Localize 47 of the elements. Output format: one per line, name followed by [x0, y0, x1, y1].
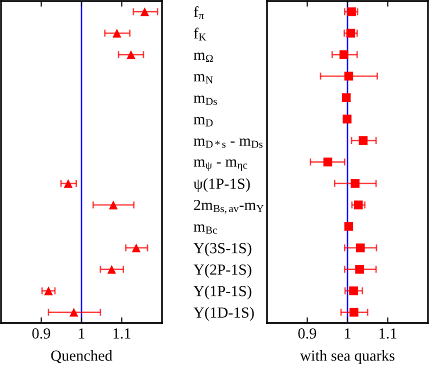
- y-tick-label: m$_{Ds}$: [194, 96, 217, 105]
- y-tick-label: m$_{ψ}$ - m$_{ηc}$: [194, 159, 248, 171]
- point: [356, 243, 365, 252]
- point: [112, 28, 122, 38]
- x-tick-label: 1.1: [114, 328, 130, 339]
- x-tick-label: 1: [345, 328, 350, 338]
- point: [344, 222, 354, 231]
- y-tick-label: ψ(1P-1S): [194, 178, 250, 192]
- y-tick-label: m$_{D}$: [194, 117, 213, 126]
- x-axis-title: Quenched: [51, 350, 112, 364]
- point: [344, 72, 354, 81]
- point: [64, 179, 73, 188]
- x-tick-label: 0.9: [32, 328, 50, 339]
- point: [132, 243, 141, 252]
- point: [350, 308, 358, 317]
- y-tick-label: m$_{Ω}$: [194, 52, 213, 62]
- y-tick-label: m$_{D*s}$ - m$_{Ds}$: [194, 138, 263, 148]
- point: [107, 264, 116, 274]
- y-tick-label: f$_{K}$: [194, 28, 206, 41]
- point: [342, 93, 351, 102]
- point: [349, 286, 358, 296]
- point: [346, 28, 356, 38]
- point: [350, 179, 360, 188]
- point: [355, 264, 364, 274]
- y-tick-label: 2m$_{Bs,av}$-m$_{Υ}$: [194, 200, 264, 214]
- y-tick-label: m$_{N}$: [194, 74, 213, 84]
- y-tick-label: Υ(3S-1S): [194, 242, 252, 256]
- x-axis-title: with sea quarks: [300, 350, 394, 364]
- y-tick-label: Υ(2P-1S): [194, 264, 252, 278]
- y-tick-label: m$_{Bc}$: [194, 224, 217, 234]
- y-tick-label: Υ(1P-1S): [194, 286, 252, 300]
- point: [323, 158, 332, 166]
- y-tick-label: f$_{π}$: [194, 6, 204, 20]
- x-tick-label: 1: [79, 328, 84, 338]
- point: [44, 286, 53, 296]
- point: [108, 200, 118, 210]
- point: [347, 7, 356, 16]
- point: [339, 50, 348, 60]
- x-tick-label: 1.1: [380, 328, 396, 339]
- point: [354, 200, 363, 210]
- x-tick-label: 0.9: [298, 328, 316, 339]
- point: [140, 7, 150, 16]
- point: [342, 114, 352, 124]
- point: [69, 308, 78, 317]
- point: [358, 136, 368, 145]
- y-tick-label: Υ(1D-1S): [194, 306, 254, 321]
- point: [126, 50, 136, 60]
